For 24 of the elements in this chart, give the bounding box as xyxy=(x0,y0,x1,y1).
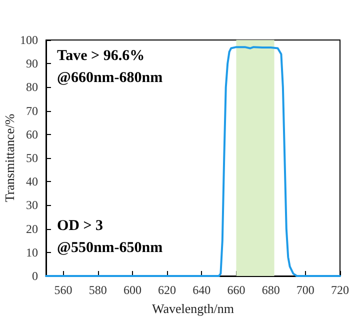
x-tick-label: 560 xyxy=(54,283,72,297)
annotation: OD > 3 @550nm-650nm xyxy=(57,218,164,256)
x-tick-label: 700 xyxy=(296,283,314,297)
x-tick-label: 640 xyxy=(192,283,211,297)
y-axis-title: Transmittance/% xyxy=(2,114,17,202)
y-tick-label: 40 xyxy=(26,174,38,189)
x-axis-title: Wavelength/nm xyxy=(152,301,234,316)
x-tick-label: 580 xyxy=(88,283,107,297)
y-tick-label: 10 xyxy=(26,245,38,260)
y-tick-label: 50 xyxy=(26,151,38,165)
y-tick-label: 90 xyxy=(26,56,38,71)
y-tick-label: 80 xyxy=(26,80,38,94)
y-tick-label: 30 xyxy=(26,198,38,212)
y-tick-label: 60 xyxy=(26,127,38,142)
x-tick-label: 680 xyxy=(262,283,280,297)
y-tick-label: 100 xyxy=(20,33,38,47)
y-tick-label: 0 xyxy=(32,269,38,283)
x-tick-label: 720 xyxy=(331,283,349,297)
x-tick-label: 660 xyxy=(227,283,246,297)
y-tick-label: 70 xyxy=(26,104,38,118)
annotation: Tave > 96.6% @660nm-680nm xyxy=(57,48,164,86)
x-tick-label: 600 xyxy=(123,283,142,297)
x-tick-label: 620 xyxy=(158,283,176,297)
y-tick-label: 20 xyxy=(26,222,38,236)
